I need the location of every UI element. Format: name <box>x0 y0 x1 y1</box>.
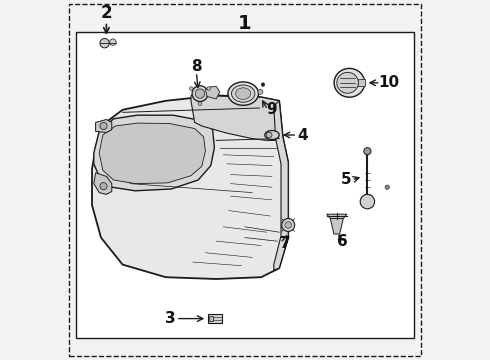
Ellipse shape <box>334 68 365 97</box>
Circle shape <box>196 89 205 98</box>
Text: 1: 1 <box>238 14 252 33</box>
Circle shape <box>100 122 107 130</box>
Bar <box>209 316 213 321</box>
Polygon shape <box>274 101 288 270</box>
Circle shape <box>364 148 371 155</box>
Circle shape <box>110 39 116 45</box>
Ellipse shape <box>337 72 358 93</box>
Circle shape <box>282 219 294 231</box>
Circle shape <box>100 183 107 190</box>
Polygon shape <box>330 219 343 234</box>
Circle shape <box>190 87 193 90</box>
Text: 10: 10 <box>378 75 399 90</box>
Text: 9: 9 <box>267 102 277 117</box>
Polygon shape <box>327 214 347 219</box>
Bar <box>76 32 414 338</box>
Circle shape <box>207 87 211 90</box>
Circle shape <box>192 86 208 102</box>
Polygon shape <box>191 95 283 140</box>
Circle shape <box>360 194 374 209</box>
Circle shape <box>198 102 202 105</box>
Text: 5: 5 <box>341 172 352 188</box>
Polygon shape <box>205 86 220 99</box>
Bar <box>208 314 222 323</box>
Ellipse shape <box>265 130 279 139</box>
Polygon shape <box>96 120 112 132</box>
Ellipse shape <box>228 82 259 105</box>
Circle shape <box>266 132 272 138</box>
Circle shape <box>100 39 109 48</box>
Circle shape <box>258 89 263 94</box>
Text: 2: 2 <box>100 4 112 22</box>
Ellipse shape <box>236 88 251 99</box>
Circle shape <box>261 83 265 86</box>
Polygon shape <box>94 115 215 191</box>
Ellipse shape <box>231 85 255 102</box>
Text: 3: 3 <box>165 311 176 326</box>
Circle shape <box>285 222 292 228</box>
Text: 8: 8 <box>191 59 202 74</box>
Text: 6: 6 <box>337 234 347 249</box>
Polygon shape <box>94 173 112 194</box>
Text: 7: 7 <box>280 235 291 251</box>
Bar <box>358 79 365 86</box>
Polygon shape <box>92 95 288 279</box>
Circle shape <box>385 185 390 189</box>
Text: 4: 4 <box>297 127 308 143</box>
Polygon shape <box>99 123 205 184</box>
